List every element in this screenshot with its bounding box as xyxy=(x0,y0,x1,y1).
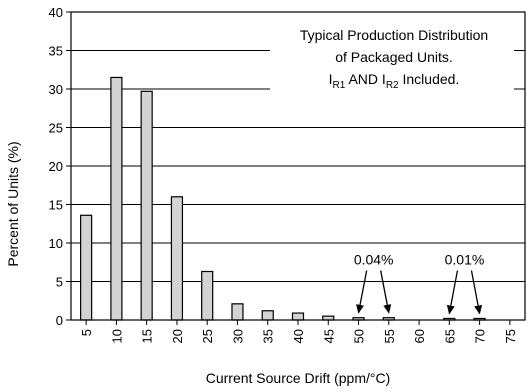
x-axis-ticks: 5 10 15 20 25 30 35 40 45 50 55 60 65 70 75 xyxy=(79,320,518,343)
y-tick-label-35: 35 xyxy=(49,44,63,59)
x-tick-label-10: 10 xyxy=(109,329,124,343)
note-line-3: IR1 AND IR2 Included. xyxy=(329,71,460,91)
note-line-3-part-c: Included. xyxy=(399,71,460,87)
x-tick-label-60: 60 xyxy=(412,329,427,343)
x-tick-label-65: 65 xyxy=(442,329,457,343)
y-tick-label-30: 30 xyxy=(49,82,63,97)
annotation-arrow-1-1 xyxy=(356,270,368,314)
chart-note: Typical Production Distribution of Packa… xyxy=(270,20,514,102)
bar-15 xyxy=(140,90,153,321)
x-tick-label-75: 75 xyxy=(503,329,518,343)
annotation-arrow-1-2 xyxy=(380,270,392,314)
x-tick-label-40: 40 xyxy=(291,329,306,343)
x-tick-label-30: 30 xyxy=(230,329,245,343)
bar-20 xyxy=(170,196,184,321)
y-tick-label-15: 15 xyxy=(49,198,63,213)
x-tick-label-70: 70 xyxy=(473,329,488,343)
x-axis-title: Current Source Drift (ppm/°C) xyxy=(206,370,391,386)
x-tick-label-20: 20 xyxy=(170,329,185,343)
x-tick-label-50: 50 xyxy=(352,329,367,343)
bar-5 xyxy=(80,214,93,321)
y-tick-label-25: 25 xyxy=(49,121,63,136)
x-tick-label-15: 15 xyxy=(140,329,155,343)
x-tick-label-25: 25 xyxy=(200,329,215,343)
y-tick-label-40: 40 xyxy=(49,5,63,20)
x-tick-label-35: 35 xyxy=(261,329,276,343)
y-tick-label-0: 0 xyxy=(56,313,63,328)
bars xyxy=(80,76,486,321)
y-tick-label-10: 10 xyxy=(49,236,63,251)
annotation-label-1: 0.04% xyxy=(354,252,394,268)
note-line-3-sub-b: R2 xyxy=(386,80,399,91)
note-line-3-part-b: AND I xyxy=(345,71,385,87)
bar-35 xyxy=(261,310,274,321)
bar-10 xyxy=(110,76,123,321)
annotation-arrow-2-1 xyxy=(446,270,459,315)
x-tick-label-55: 55 xyxy=(382,329,397,343)
bar-25 xyxy=(201,270,214,321)
y-tick-label-20: 20 xyxy=(49,159,63,174)
x-tick-label-45: 45 xyxy=(321,329,336,343)
y-tick-label-5: 5 xyxy=(56,275,63,290)
note-line-1: Typical Production Distribution xyxy=(300,27,488,43)
y-axis-title: Percent of Units (%) xyxy=(5,141,21,266)
annotation-arrow-2-2 xyxy=(470,270,483,315)
note-line-2: of Packaged Units. xyxy=(335,49,453,65)
annotations: 0.04% 0.01% xyxy=(354,252,485,315)
annotation-label-2: 0.01% xyxy=(445,252,485,268)
bar-40 xyxy=(291,312,305,321)
note-background xyxy=(270,20,514,102)
y-axis-ticks: 0 5 10 15 20 25 30 35 40 xyxy=(49,5,71,328)
note-line-3-sub-a: R1 xyxy=(333,80,346,91)
x-tick-label-5: 5 xyxy=(79,329,94,336)
bar-30 xyxy=(231,303,244,321)
note-line-3-part-a: I xyxy=(329,71,333,87)
